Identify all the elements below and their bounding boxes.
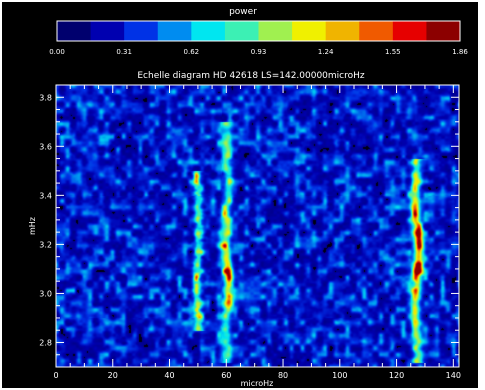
colorbar-tick-label: 0.62 [184, 48, 200, 56]
heatmap-canvas [56, 85, 459, 367]
y-tick-label: 3.0 [39, 289, 52, 298]
y-axis: 2.8 3.0 3.2 3.4 3.6 3.8 [39, 84, 459, 356]
x-tick-label: 100 [332, 371, 347, 380]
x-axis: 0 20 40 60 80 100 120 140 [53, 85, 461, 380]
colorbar-swatch [57, 21, 92, 41]
colorbar-border [56, 20, 461, 42]
y-tick-label: 2.8 [39, 338, 52, 347]
colorbar-swatch [392, 21, 427, 41]
y-tick-label: 3.4 [39, 191, 52, 200]
x-tick-label: 40 [164, 371, 174, 380]
colorbar-tick-label: 0.93 [251, 48, 267, 56]
colorbar-tick-label: 1.86 [452, 48, 468, 56]
colorbar-tick-label: 0.31 [116, 48, 132, 56]
plot-border [55, 84, 460, 368]
colorbar [56, 20, 461, 42]
colorbar-swatch [359, 21, 394, 41]
x-tick-label: 120 [389, 371, 404, 380]
x-tick-label: 60 [221, 371, 231, 380]
colorbar-swatch [157, 21, 192, 41]
x-tick-label: 0 [53, 371, 58, 380]
x-tick-label: 80 [278, 371, 288, 380]
y-axis-label: mHz [28, 217, 37, 235]
colorbar-tick-label: 0.00 [49, 48, 65, 56]
colorbar-title: power [229, 7, 257, 17]
colorbar-swatch [292, 21, 327, 41]
chart-title: Echelle diagram HD 42618 LS=142.00000mic… [137, 71, 365, 81]
colorbar-swatch [426, 21, 461, 41]
colorbar-swatch [258, 21, 293, 41]
colorbar-swatch [224, 21, 259, 41]
colorbar-swatch [90, 21, 125, 41]
colorbar-tick-label: 1.24 [318, 48, 334, 56]
x-tick-label: 20 [108, 371, 118, 380]
colorbar-swatch [124, 21, 159, 41]
colorbar-tick-label: 1.55 [385, 48, 401, 56]
echelle-chart: power 0.00 0.31 0.62 0.93 1.24 1.55 1.86 Echel… [28, 7, 468, 388]
x-tick-label: 140 [446, 371, 461, 380]
colorbar-swatch [325, 21, 360, 41]
y-tick-label: 3.6 [39, 142, 52, 151]
colorbar-tick-labels: 0.00 0.31 0.62 0.93 1.24 1.55 1.86 [49, 48, 468, 56]
x-axis-label: microHz [241, 379, 274, 388]
y-tick-label: 3.2 [39, 240, 52, 249]
plot-window: power 0.00 0.31 0.62 0.93 1.24 1.55 1.86 Echel… [2, 2, 478, 388]
colorbar-swatch [191, 21, 226, 41]
y-tick-label: 3.8 [39, 93, 52, 102]
